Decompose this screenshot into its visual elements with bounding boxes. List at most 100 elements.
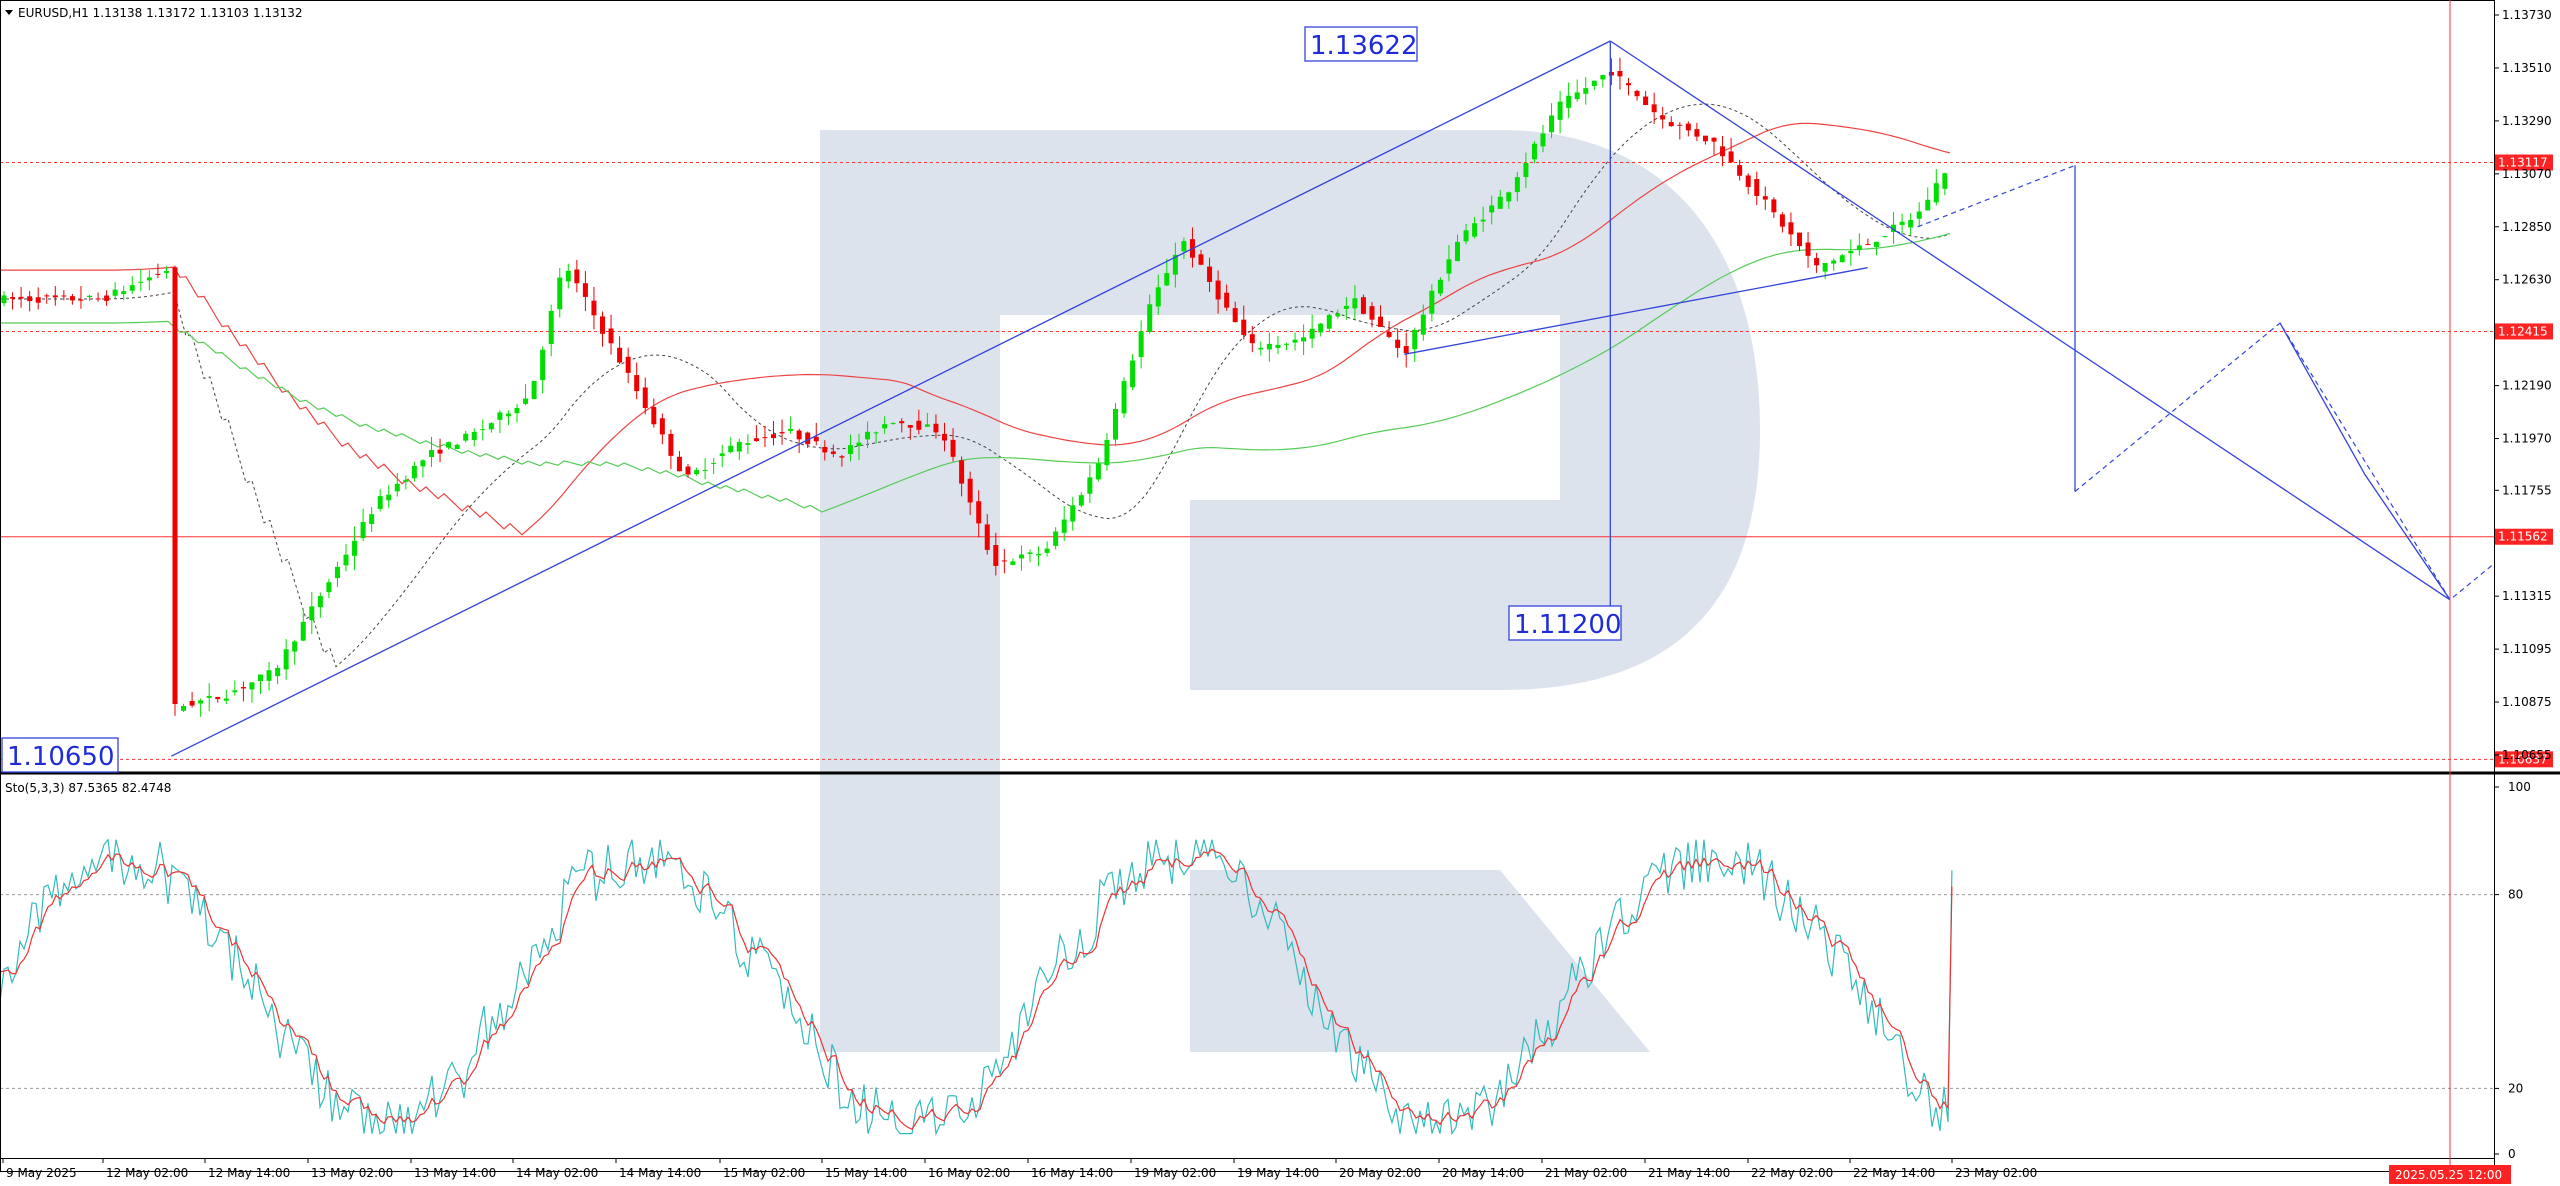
candle-body	[1018, 554, 1024, 559]
time-tick-label: 15 May 02:00	[723, 1166, 805, 1180]
time-tick-label: 13 May 14:00	[414, 1166, 496, 1180]
candle-body	[1215, 280, 1221, 300]
candle-body	[129, 285, 135, 291]
candle-body	[1318, 323, 1324, 333]
candle-body	[1925, 199, 1931, 211]
candle-body	[1095, 463, 1101, 480]
candle-body	[1557, 101, 1563, 120]
time-tick-label: 14 May 14:00	[619, 1166, 701, 1180]
candle-body	[394, 483, 400, 492]
candle-body	[762, 437, 768, 439]
candle-body	[600, 316, 605, 334]
candle-body	[847, 445, 853, 455]
candle-body	[138, 281, 144, 283]
candle-body	[634, 375, 640, 392]
candle-body	[480, 429, 486, 431]
candle-body	[155, 273, 161, 275]
candle-body	[189, 701, 195, 706]
time-tick-label: 16 May 02:00	[928, 1166, 1010, 1180]
candle-body	[317, 596, 323, 608]
candle-body	[403, 479, 409, 482]
candle-body	[1899, 221, 1905, 225]
candle-body	[1942, 173, 1948, 189]
candle-body	[1352, 298, 1358, 309]
candle-body	[1412, 329, 1418, 350]
candle-body	[146, 277, 152, 281]
candle-body	[104, 295, 110, 301]
candle-body	[292, 641, 298, 652]
candle-body	[27, 296, 33, 302]
candle-body	[1360, 297, 1366, 314]
sto-tick-label: 0	[2508, 1147, 2516, 1161]
price-level-label: 1.12415	[2498, 324, 2548, 338]
candle-body	[1865, 244, 1871, 246]
candle-body	[1711, 137, 1717, 142]
projection-line	[1609, 40, 2451, 601]
candle-body	[1275, 344, 1281, 348]
candle-body	[1027, 552, 1033, 555]
forecast-projection	[171, 40, 2495, 757]
candle-body	[1737, 165, 1743, 176]
candle-body	[608, 328, 614, 344]
candle-body	[711, 462, 717, 464]
candle-body	[856, 442, 862, 447]
candle-body	[497, 412, 503, 420]
candle-body	[771, 434, 776, 439]
header-dropdown-icon[interactable]	[5, 10, 13, 15]
price-level-tag	[2495, 323, 2553, 340]
candle-body	[1292, 339, 1298, 343]
candle-body	[548, 310, 554, 344]
sto-tick-label: 80	[2508, 888, 2523, 902]
candle-body	[1933, 183, 1939, 203]
time-tick-label: 15 May 14:00	[825, 1166, 907, 1180]
candle-body	[1634, 90, 1640, 97]
candle-body	[1831, 260, 1837, 264]
candle-body	[745, 443, 751, 445]
stochastic-header: Sto(5,3,3) 87.5365 82.4748	[5, 781, 171, 795]
candle-body	[1626, 83, 1631, 86]
candle-body	[1608, 71, 1614, 76]
candle-body	[446, 442, 452, 448]
candle-body	[659, 418, 665, 435]
time-tick-label: 20 May 02:00	[1339, 1166, 1421, 1180]
candle-body	[1258, 347, 1264, 350]
candle-body	[232, 690, 238, 693]
candle-body	[1797, 232, 1802, 247]
ma-mid-dotted	[0, 103, 1951, 668]
candle-body	[1309, 328, 1315, 339]
candle-body	[1301, 337, 1307, 342]
price-tick-label: 1.13070	[2502, 167, 2552, 181]
candle-body	[1754, 179, 1760, 196]
candle-body	[334, 566, 340, 579]
price-tick-label: 1.12850	[2502, 220, 2552, 234]
candle-body	[1455, 241, 1460, 262]
price-tick-label: 1.11755	[2502, 483, 2552, 497]
time-tick-label: 21 May 14:00	[1648, 1166, 1730, 1180]
annotation-target: 1.11200	[1508, 605, 1622, 641]
price-tick-label: 1.12630	[2502, 273, 2552, 287]
candle-body	[685, 466, 691, 475]
candle-body	[249, 682, 255, 690]
candle-body	[942, 433, 947, 441]
candle-body	[1044, 548, 1050, 553]
candle-body	[1121, 381, 1127, 414]
candle-body	[1574, 92, 1580, 100]
sto-tick-label: 100	[2508, 780, 2531, 794]
candle-body	[916, 420, 922, 430]
candle-body	[1155, 287, 1161, 307]
candle-body	[1728, 151, 1734, 163]
candle-body	[805, 432, 811, 445]
candle-body	[591, 300, 597, 316]
candle-body	[1651, 104, 1657, 113]
candle-body	[505, 413, 511, 417]
candle-body	[890, 423, 896, 425]
candle-body	[343, 554, 349, 566]
candle-body	[1702, 135, 1708, 142]
candle-body	[822, 446, 828, 453]
candle-body	[488, 423, 494, 430]
candle-body	[1078, 495, 1084, 506]
candle-body	[933, 423, 939, 433]
candle-body	[369, 514, 375, 524]
time-tick-label: 19 May 14:00	[1237, 1166, 1319, 1180]
